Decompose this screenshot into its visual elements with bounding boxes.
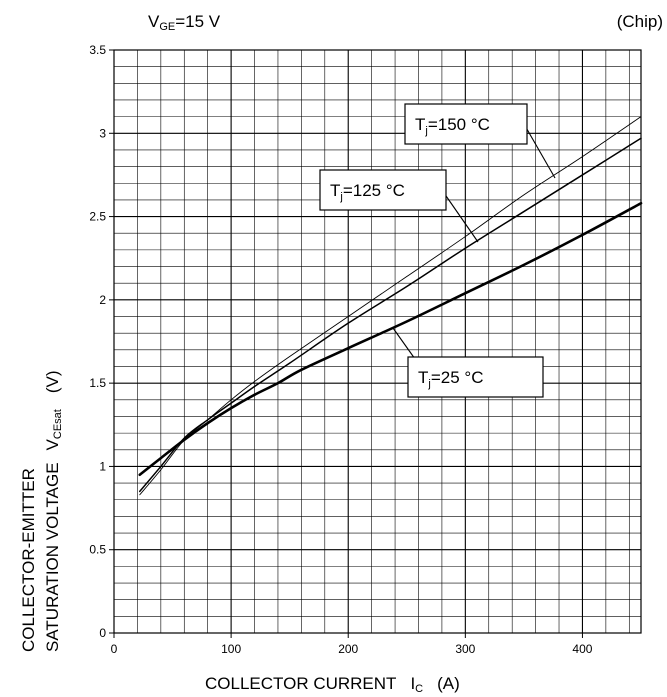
series-label-text: Tj=25 °C — [418, 368, 483, 390]
y-tick-label: 3 — [99, 126, 106, 140]
series-label-0: Tj=25 °C — [392, 327, 544, 398]
y-axis-title-line1: COLLECTOR-EMITTER — [19, 468, 38, 652]
plot-frame — [113, 49, 642, 634]
series-line-2 — [139, 116, 642, 496]
y-tick-label: 2 — [99, 293, 106, 307]
y-tick-label: 0.5 — [89, 543, 106, 557]
series-line-0 — [138, 201, 643, 477]
axes: 0 100 200 300 400 0 0.5 1 1.5 2 2.5 3 3.5 — [89, 43, 642, 656]
x-axis-title: COLLECTOR CURRENT IC (A) — [205, 674, 460, 695]
x-tick-label: 100 — [221, 642, 241, 656]
series-label-leader — [523, 123, 556, 179]
condition-label: VGE=15 V — [148, 12, 221, 33]
series-layer — [138, 116, 643, 496]
series-label-1: Tj=125 °C — [319, 169, 479, 243]
grid — [114, 50, 641, 633]
series-label-box — [404, 103, 528, 145]
y-tick-label: 3.5 — [89, 43, 106, 57]
y-tick-label: 1.5 — [89, 376, 106, 390]
series-label-2: Tj=150 °C — [404, 103, 556, 179]
chip-note: (Chip) — [617, 12, 663, 31]
y-axis-title-line2: SATURATION VOLTAGEVCEsat(V) — [43, 370, 64, 652]
series-label-leader — [443, 192, 479, 243]
series-line-1 — [139, 137, 642, 493]
series-label-box — [407, 356, 544, 398]
y-tick-label: 0 — [99, 626, 106, 640]
series-labels: Tj=25 °C Tj=125 °C Tj=150 °C — [319, 103, 556, 398]
y-tick-label: 1 — [99, 459, 106, 473]
series-label-text: Tj=125 °C — [330, 181, 405, 203]
x-tick-label: 0 — [111, 642, 118, 656]
x-tick-label: 300 — [455, 642, 475, 656]
series-label-box — [319, 169, 447, 211]
x-tick-label: 200 — [338, 642, 358, 656]
y-axis-title-2: SATURATION VOLTAGEVCEsat(V) — [43, 370, 64, 652]
x-tick-label: 400 — [572, 642, 592, 656]
series-label-text: Tj=150 °C — [415, 115, 490, 137]
y-tick-label: 2.5 — [89, 210, 106, 224]
y-axis-title: COLLECTOR-EMITTER — [19, 468, 38, 652]
